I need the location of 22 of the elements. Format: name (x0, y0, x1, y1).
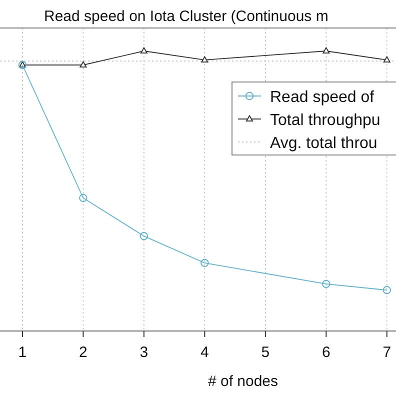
x-tick-label: 6 (322, 344, 330, 361)
x-tick-label: 2 (79, 344, 88, 361)
x-tick-label: 1 (18, 344, 27, 361)
point (80, 61, 87, 68)
x-tick-label: 3 (140, 344, 148, 361)
legend-label: Avg. total throu (270, 135, 378, 152)
point (382, 286, 391, 294)
chart-title: Read speed on Iota Cluster (Continuous m (44, 8, 328, 25)
x-tick-label: 4 (200, 344, 209, 361)
point (322, 47, 330, 54)
x-axis-title: # of nodes (208, 373, 278, 390)
point (322, 280, 330, 288)
point (383, 56, 390, 62)
x-tick-label: 5 (261, 344, 270, 361)
legend-label: Read speed of (270, 89, 375, 106)
point (79, 194, 88, 202)
point (201, 56, 208, 62)
x-tick-label: 7 (382, 344, 392, 361)
point (140, 47, 148, 54)
point (140, 232, 148, 240)
legend-label: Total throughpu (270, 112, 380, 129)
point (200, 258, 209, 268)
